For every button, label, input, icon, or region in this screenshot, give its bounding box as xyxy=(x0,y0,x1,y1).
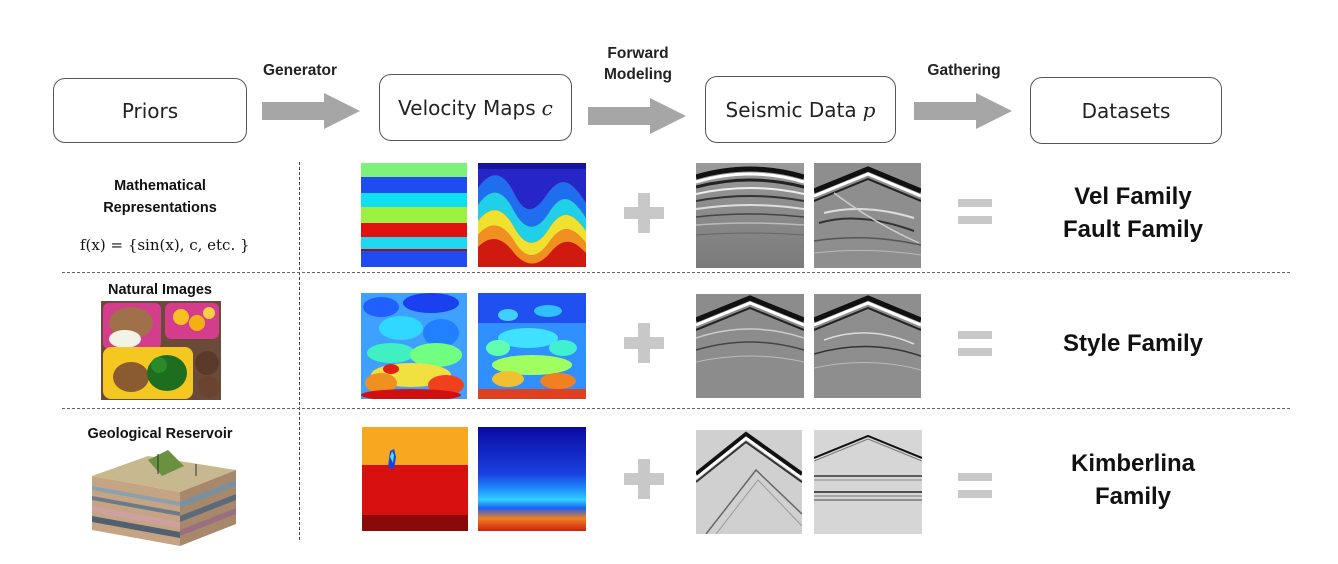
seismic-gather-row3-a xyxy=(696,430,802,534)
row-divider-1 xyxy=(62,272,1290,273)
family-row3: Kimberlina Family xyxy=(1023,447,1243,513)
datasets-label: Datasets xyxy=(1081,98,1171,123)
datasets-box: Datasets xyxy=(1030,77,1222,144)
velocity-maps-box: Velocity Maps c xyxy=(379,74,572,141)
priors-column-divider xyxy=(299,162,300,540)
velocity-map-layered xyxy=(361,163,467,267)
forward-modeling-arrow-icon xyxy=(588,98,686,134)
seismic-gather-row1-b xyxy=(814,163,921,268)
seismic-gather-row2-b xyxy=(814,294,921,398)
equals-icon-row3 xyxy=(958,473,992,498)
prior-mathematical-label: Mathematical Representations xyxy=(103,178,217,216)
row-divider-2 xyxy=(62,408,1290,409)
velocity-map-folded xyxy=(478,163,586,267)
family-fault: Fault Family xyxy=(1062,216,1204,243)
forward-modeling-label: Forward Modeling xyxy=(603,45,673,83)
seismic-gather-row2-a xyxy=(696,294,804,398)
family-kimberlina-suffix: Family xyxy=(1094,483,1172,510)
priors-label: Priors xyxy=(121,98,179,123)
velocity-map-style-a xyxy=(361,293,467,399)
velocity-map-style-b xyxy=(478,293,586,399)
seismic-gather-row3-b xyxy=(814,430,922,534)
prior-natural-images-label: Natural Images xyxy=(108,282,212,298)
velocity-maps-label: Velocity Maps xyxy=(398,95,536,120)
seismic-gather-row1-a xyxy=(696,163,804,268)
family-row1: Vel Family Fault Family xyxy=(1023,180,1243,246)
seismic-data-box: Seismic Data p xyxy=(705,76,896,143)
seismic-data-label: Seismic Data xyxy=(725,97,857,122)
equals-icon-row2 xyxy=(958,331,992,356)
plus-icon-row1 xyxy=(624,193,664,233)
generator-label: Generator xyxy=(262,62,338,79)
velocity-symbol: c xyxy=(541,95,553,120)
plus-icon-row2 xyxy=(624,323,664,363)
prior-geological-reservoir-label: Geological Reservoir xyxy=(87,426,233,442)
geological-reservoir-image xyxy=(88,446,240,546)
seismic-symbol: p xyxy=(862,97,876,122)
velocity-map-kimberlina-b xyxy=(478,427,586,531)
gathering-arrow-icon xyxy=(914,93,1012,129)
velocity-map-kimberlina-a xyxy=(362,427,468,531)
family-kimberlina: Kimberlina xyxy=(1070,450,1196,477)
natural-image-bento xyxy=(101,301,221,400)
family-vel: Vel Family xyxy=(1074,183,1192,210)
gathering-label: Gathering xyxy=(927,62,1001,79)
prior-formula: f(x) = {sin(x), c, etc. } xyxy=(80,236,250,254)
plus-icon-row3 xyxy=(624,459,664,499)
equals-icon-row1 xyxy=(958,199,992,224)
generator-arrow-icon xyxy=(262,93,360,129)
family-style: Style Family xyxy=(1062,330,1204,357)
priors-box: Priors xyxy=(53,78,247,143)
